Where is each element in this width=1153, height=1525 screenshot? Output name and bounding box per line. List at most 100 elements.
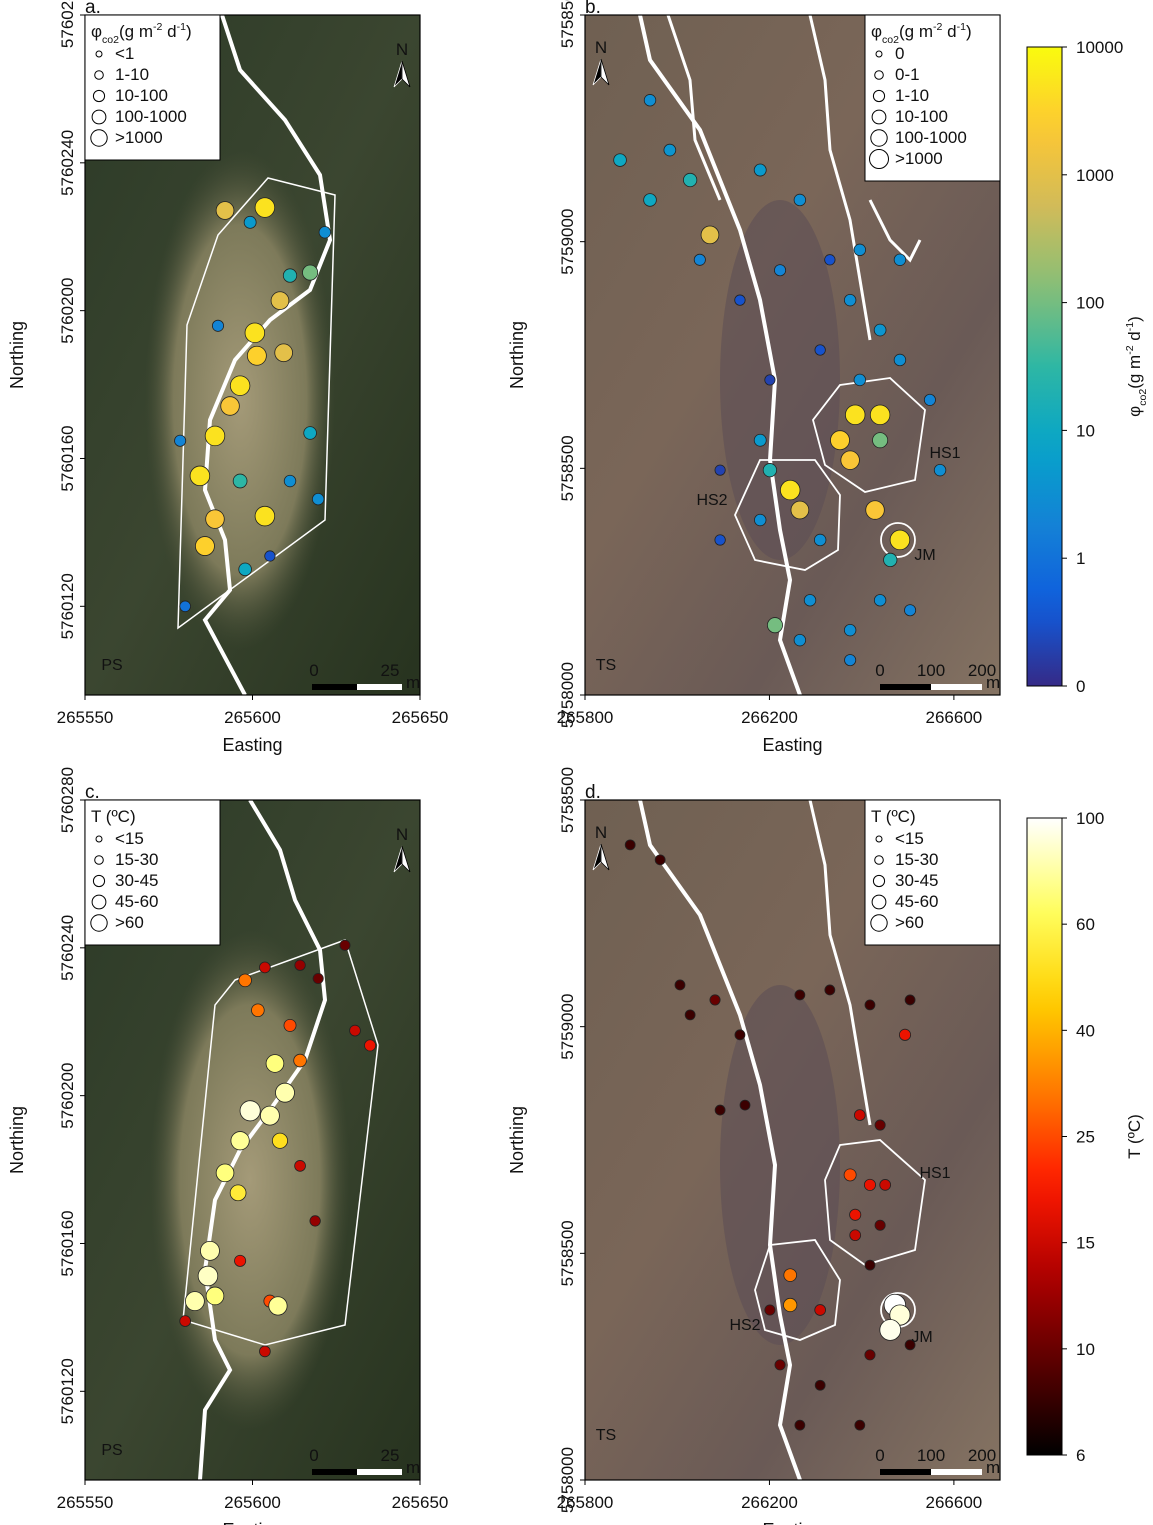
legend-symbol bbox=[91, 894, 107, 910]
data-point bbox=[195, 536, 215, 556]
legend-symbol bbox=[91, 109, 107, 125]
data-point bbox=[238, 562, 252, 577]
data-point bbox=[813, 533, 827, 547]
scale-label: 100 bbox=[917, 661, 945, 680]
data-point bbox=[229, 1184, 247, 1202]
colorbar-tick-label: 10 bbox=[1076, 1340, 1095, 1359]
label-part: φ bbox=[871, 22, 882, 41]
data-point bbox=[783, 1297, 798, 1313]
x-tick-label: 266200 bbox=[741, 708, 798, 727]
legend-symbol bbox=[875, 835, 883, 843]
data-point bbox=[179, 600, 191, 613]
y-tick-label: 5760240 bbox=[58, 915, 77, 981]
label-part: -2 bbox=[933, 21, 943, 33]
x-tick-label: 265800 bbox=[557, 708, 614, 727]
legend-symbol bbox=[92, 874, 106, 888]
site-label: JM bbox=[914, 547, 935, 564]
data-point bbox=[714, 1104, 726, 1116]
colorbar-tick-label: 6 bbox=[1076, 1446, 1085, 1465]
data-point bbox=[349, 1024, 361, 1037]
legend-label: >60 bbox=[115, 913, 144, 932]
data-point bbox=[803, 594, 817, 607]
north-arrow bbox=[401, 60, 411, 88]
data-point bbox=[239, 1100, 261, 1122]
data-point bbox=[734, 1029, 746, 1041]
y-axis-label: Northing bbox=[507, 321, 527, 389]
scale-label: 200 bbox=[968, 1446, 996, 1465]
data-point bbox=[753, 433, 767, 447]
data-point bbox=[904, 1339, 916, 1351]
legend-symbol bbox=[94, 855, 104, 865]
y-axis-label: Northing bbox=[7, 1106, 27, 1174]
colorbar-tick-label: 60 bbox=[1076, 915, 1095, 934]
data-point bbox=[764, 374, 776, 386]
data-point bbox=[790, 500, 810, 520]
data-point bbox=[889, 529, 911, 551]
data-point bbox=[869, 404, 891, 426]
y-tick-label: 5760200 bbox=[58, 1063, 77, 1129]
data-point bbox=[849, 1229, 862, 1242]
data-point bbox=[339, 939, 351, 951]
legend-symbol bbox=[94, 70, 104, 80]
legend-box bbox=[84, 799, 221, 946]
legend-label: 45-60 bbox=[115, 892, 158, 911]
colorbar-tick-label: 40 bbox=[1076, 1021, 1095, 1040]
data-point bbox=[853, 243, 867, 257]
data-point bbox=[259, 1345, 271, 1358]
legend-label: 15-30 bbox=[895, 850, 938, 869]
data-point bbox=[754, 513, 767, 527]
data-point bbox=[259, 961, 271, 974]
data-point bbox=[624, 839, 636, 851]
scale-label: 0 bbox=[875, 1446, 884, 1465]
data-point bbox=[683, 172, 698, 188]
legend-label: 45-60 bbox=[895, 892, 938, 911]
scale-label: 0 bbox=[309, 661, 318, 680]
scale-label: m bbox=[406, 1458, 420, 1477]
data-point bbox=[883, 552, 898, 568]
scale-bar bbox=[357, 684, 402, 690]
data-point bbox=[753, 163, 767, 177]
data-point bbox=[211, 319, 225, 332]
legend-label: 1-10 bbox=[895, 86, 929, 105]
label-text: φco2(g m-2 d-1) bbox=[1124, 316, 1149, 417]
y-tick-label: 5758500 bbox=[558, 435, 577, 501]
legend-symbol bbox=[92, 89, 106, 103]
colorbar-tick-label: 100 bbox=[1076, 809, 1104, 828]
site-label: HS1 bbox=[919, 1165, 950, 1182]
data-point bbox=[793, 193, 807, 207]
data-point bbox=[232, 473, 248, 489]
label-part: d bbox=[162, 22, 176, 41]
label-part: -1 bbox=[177, 21, 187, 33]
data-point bbox=[779, 479, 801, 501]
x-tick-label: 266600 bbox=[926, 1493, 983, 1512]
x-tick-label: 265550 bbox=[57, 1493, 114, 1512]
scale-bar bbox=[357, 1469, 402, 1475]
y-tick-label: 5760120 bbox=[58, 573, 77, 639]
colorbar-tick-label: 1 bbox=[1076, 549, 1085, 568]
legend-symbol bbox=[90, 129, 108, 147]
site-label: HS2 bbox=[729, 1317, 760, 1334]
data-point bbox=[251, 1003, 265, 1018]
data-point bbox=[684, 1009, 696, 1021]
legend-symbol bbox=[869, 149, 889, 169]
data-point bbox=[879, 1319, 902, 1341]
legend-symbol bbox=[95, 835, 103, 843]
data-point bbox=[893, 353, 907, 367]
label-part: co2 bbox=[102, 34, 119, 46]
points bbox=[174, 197, 332, 613]
panel-label: d. bbox=[585, 782, 601, 803]
data-point bbox=[879, 1179, 892, 1191]
north-label: N bbox=[595, 38, 607, 57]
data-point bbox=[794, 1419, 806, 1431]
colorbar-tick-label: 15 bbox=[1076, 1234, 1095, 1253]
panel-label: c. bbox=[85, 782, 100, 803]
legend-label: <15 bbox=[895, 829, 924, 848]
data-point bbox=[264, 550, 276, 562]
data-point bbox=[293, 1053, 307, 1068]
data-point bbox=[197, 1265, 219, 1287]
data-point bbox=[864, 999, 876, 1011]
label-text: φco2(g m-2 d-1) bbox=[91, 21, 192, 46]
site-label: TS bbox=[596, 657, 616, 674]
legend-symbol bbox=[875, 50, 883, 58]
